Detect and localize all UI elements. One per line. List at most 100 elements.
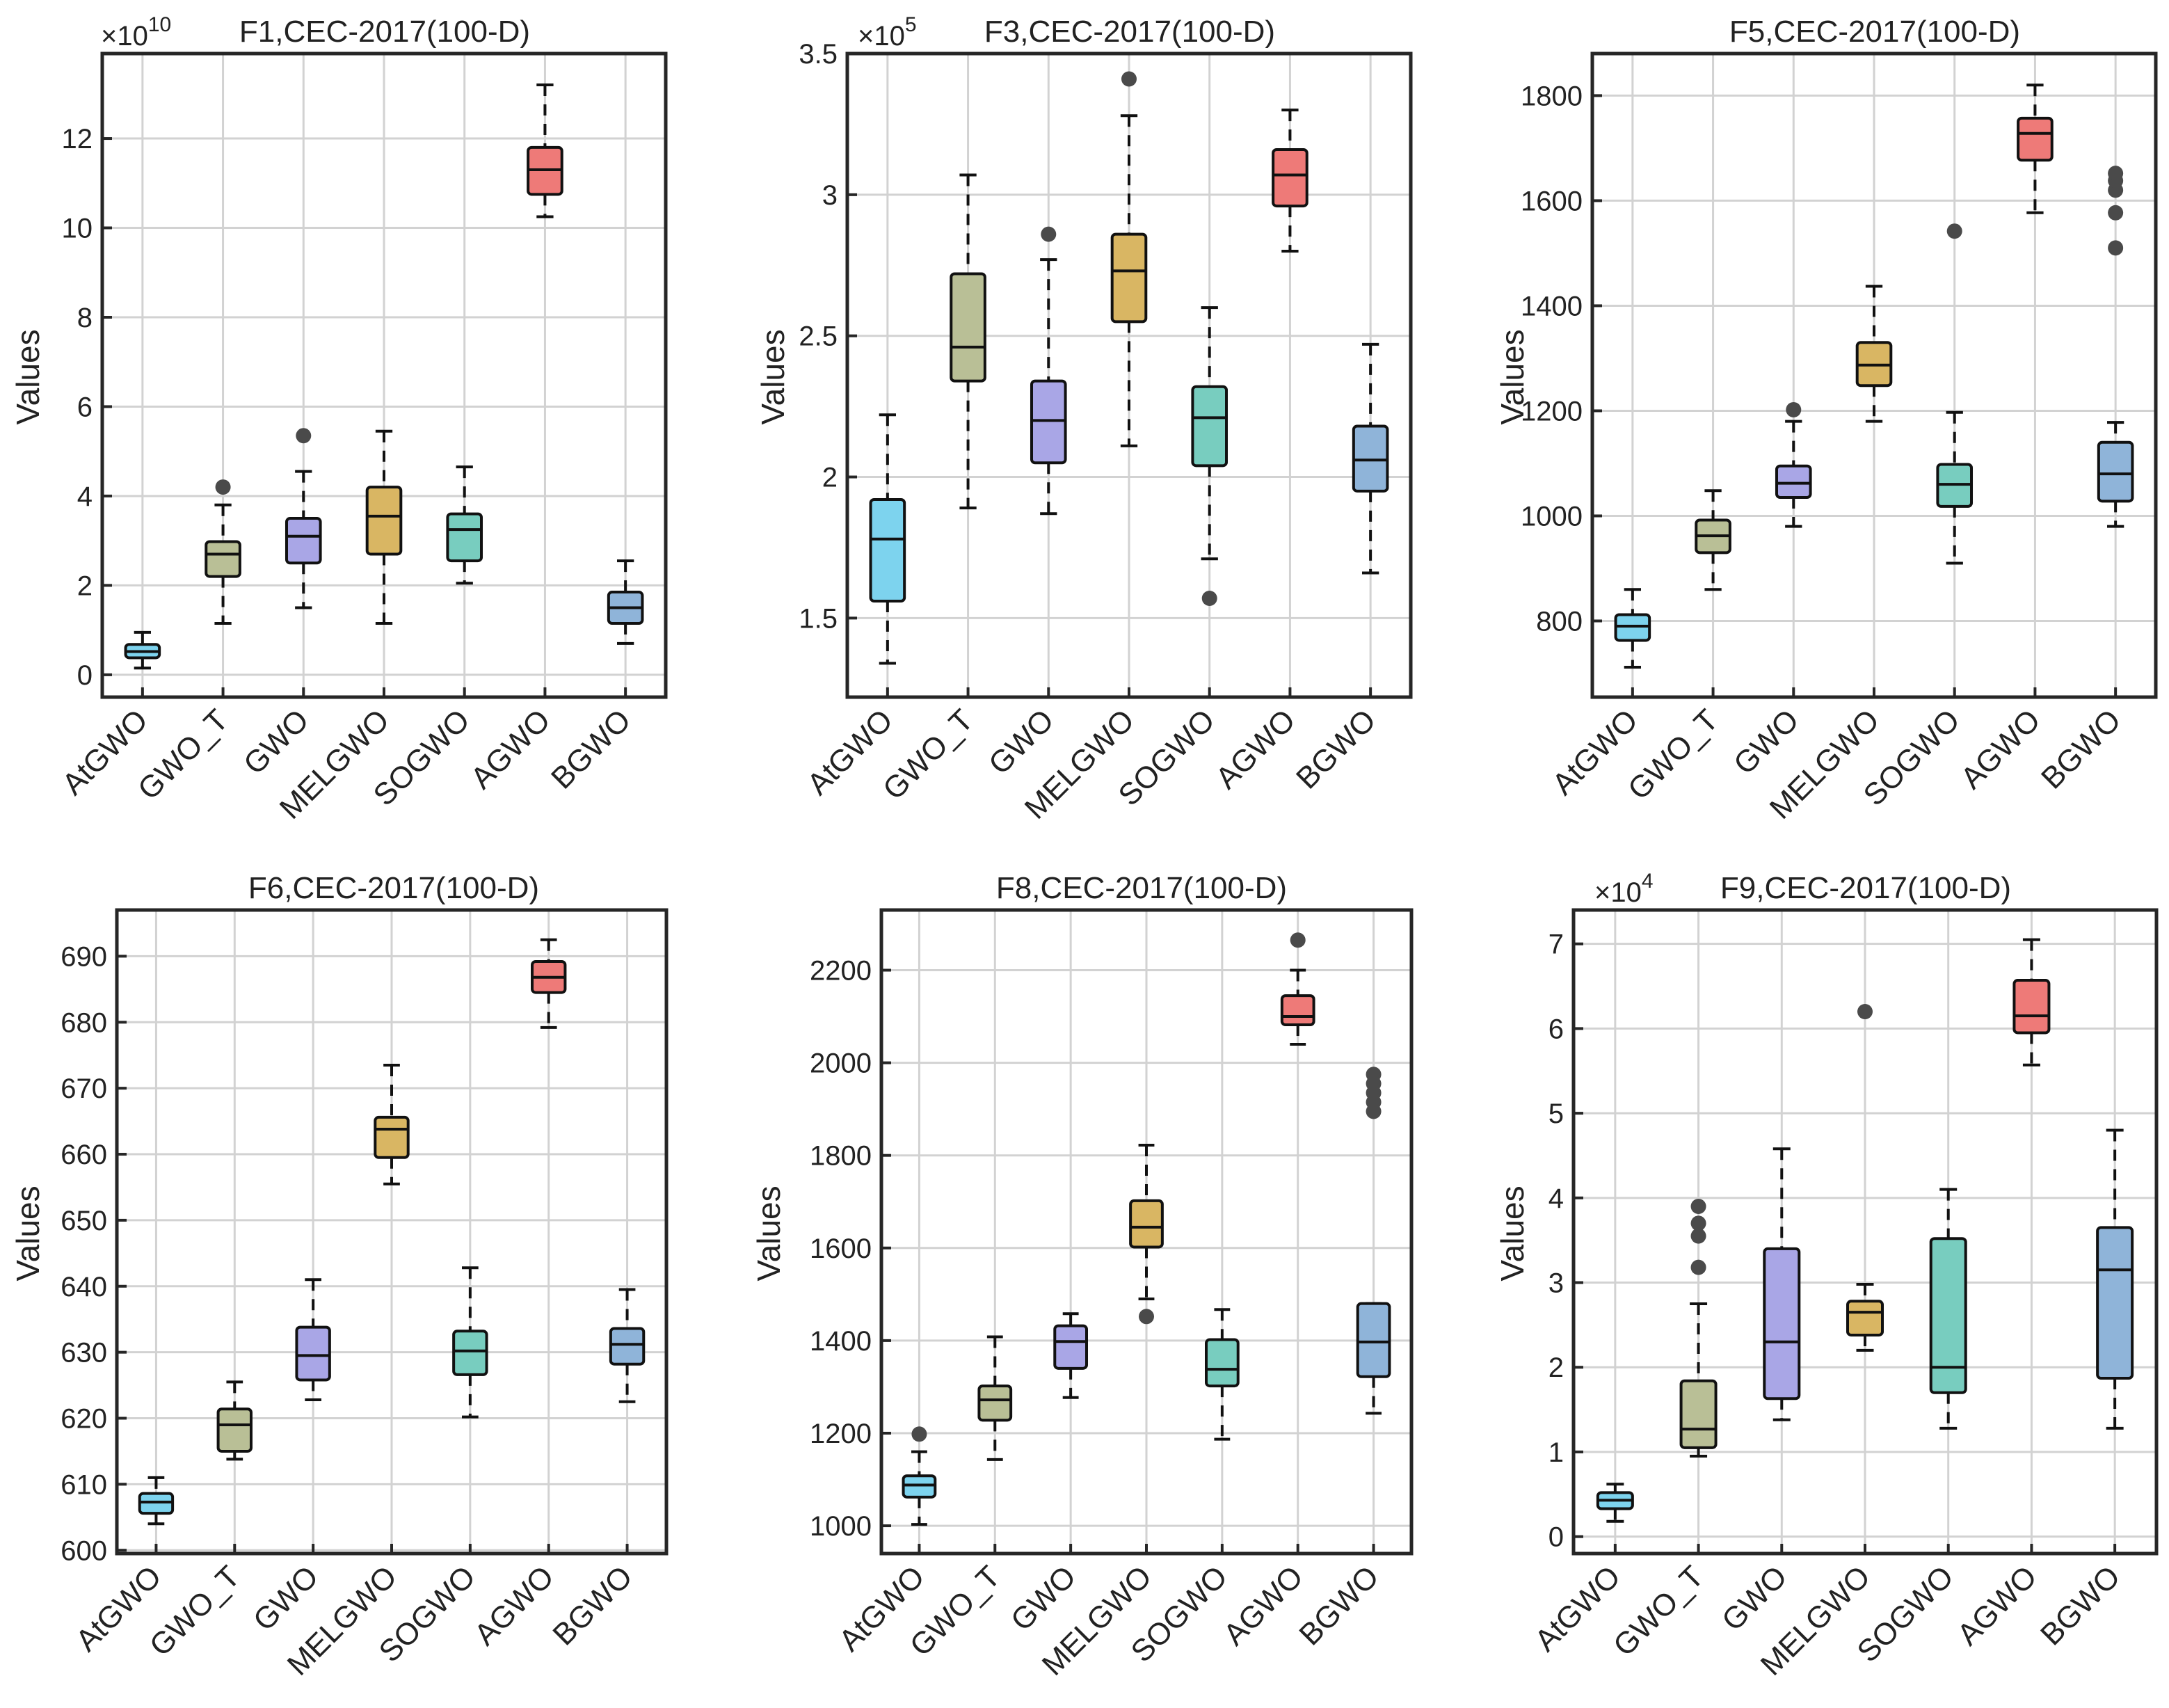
box-sogwo — [1929, 1188, 1967, 1430]
y-tick-label: 2.5 — [799, 321, 838, 352]
box-atgwo — [1614, 588, 1651, 669]
iqr-box — [1030, 379, 1067, 465]
y-tick-label: 2 — [77, 570, 93, 601]
box-gwo — [1030, 226, 1067, 516]
box-gwo-t — [1679, 1198, 1718, 1458]
panel-f3: F3,CEC-2017(100-D) ×105 Values 1.5 2 2.5 3 3… — [755, 13, 1413, 826]
outlier-point — [1690, 1215, 1706, 1231]
y-tick-label: 1200 — [810, 1419, 872, 1449]
iqr-box — [1352, 424, 1389, 493]
outlier-point — [911, 1426, 927, 1442]
y-tick-label: 1600 — [810, 1234, 872, 1264]
y-tick-label: 1000 — [1521, 501, 1583, 532]
outlier-point — [1201, 591, 1217, 607]
x-tick-label: BGWO — [546, 1559, 639, 1652]
plot-frame — [845, 51, 1413, 699]
outlier-point — [1690, 1228, 1706, 1244]
plot-marks — [869, 71, 1389, 665]
iqr-box — [1053, 1324, 1089, 1370]
box-sogwo — [452, 1266, 488, 1419]
y-axis-label: Values — [1494, 1186, 1530, 1281]
multiplier-label: ×105 — [858, 13, 917, 51]
outlier-point — [1857, 1004, 1873, 1020]
y-tick-label: 1 — [1548, 1437, 1564, 1468]
box-agwo — [1280, 932, 1315, 1046]
y-tick-label: 660 — [61, 1140, 107, 1170]
box-agwo — [531, 938, 567, 1029]
y-tick-label: 1600 — [1521, 186, 1583, 216]
y-axis-label: Values — [10, 329, 46, 424]
y-tick-label: 4 — [77, 481, 93, 512]
iqr-box — [1110, 232, 1148, 324]
x-tick-label: GWO — [1727, 703, 1805, 781]
y-tick-label: 3 — [822, 180, 838, 211]
box-bgwo — [1356, 1067, 1391, 1415]
iqr-box — [1763, 1247, 1801, 1400]
y-ticks: 600 610 620 630 640 650 660 670 680 690 — [61, 941, 127, 1566]
y-axis-label: Values — [751, 1186, 787, 1281]
outlier-point — [1690, 1198, 1706, 1214]
box-bgwo — [609, 1288, 646, 1403]
box-atgwo — [138, 1476, 175, 1526]
y-tick-label: 600 — [61, 1535, 107, 1566]
iqr-box — [1679, 1379, 1718, 1449]
plot-frame — [1590, 51, 2158, 699]
x-tick-label: GWO — [1715, 1559, 1793, 1637]
outlier-point — [1121, 71, 1137, 87]
outlier-point — [2108, 205, 2124, 221]
plot-frame — [100, 51, 668, 699]
box-agwo — [1272, 109, 1308, 253]
x-tick-label: GWO_T — [877, 703, 980, 806]
iqr-box — [2017, 116, 2054, 162]
box-bgwo — [2096, 1128, 2134, 1430]
iqr-box — [216, 1407, 253, 1453]
x-tick-label: GWO — [982, 703, 1060, 781]
x-tick-label: BGWO — [545, 703, 637, 795]
y-tick-label: 10 — [62, 214, 93, 244]
y-axis-label: Values — [1494, 329, 1530, 424]
x-tick-label: GWO_T — [131, 703, 235, 806]
y-tick-label: 1200 — [1521, 396, 1583, 426]
box-bgwo — [2097, 166, 2134, 528]
outlier-point — [215, 479, 231, 495]
y-tick-label: 2000 — [810, 1048, 872, 1079]
multiplier-base: ×10 — [858, 21, 905, 51]
iqr-box — [1272, 147, 1308, 208]
iqr-box — [285, 517, 322, 565]
box-atgwo — [124, 630, 161, 670]
y-tick-label: 12 — [62, 124, 93, 154]
outlier-point — [1041, 226, 1057, 242]
box-melgwo — [1855, 285, 1893, 423]
iqr-box — [977, 1384, 1013, 1422]
y-tick-label: 7 — [1548, 929, 1564, 960]
y-tick-label: 630 — [61, 1338, 107, 1368]
y-tick-label: 0 — [1548, 1522, 1564, 1553]
x-tick-label: AGWO — [1217, 1559, 1310, 1652]
y-tick-label: 0 — [77, 660, 93, 691]
box-melgwo — [374, 1063, 410, 1186]
multiplier-base: ×10 — [101, 21, 148, 51]
box-melgwo — [365, 429, 403, 625]
multiplier-label: ×1010 — [101, 13, 171, 51]
box-gwo-t — [205, 479, 241, 625]
x-tick-label: GWO — [237, 703, 315, 781]
box-gwo — [1763, 1147, 1801, 1421]
box-sogwo — [1204, 1308, 1240, 1441]
plot-frame — [1571, 908, 2159, 1556]
outlier-point — [1946, 223, 1962, 239]
box-atgwo — [869, 413, 906, 665]
box-sogwo — [1191, 306, 1228, 607]
y-tick-label: 680 — [61, 1007, 107, 1038]
box-gwo — [1053, 1312, 1089, 1399]
iqr-box — [1775, 464, 1812, 500]
outlier-point — [2108, 240, 2124, 256]
iqr-box — [2012, 979, 2051, 1035]
y-ticks: 0 1 2 3 4 5 6 7 — [1548, 929, 1583, 1553]
y-tick-label: 640 — [61, 1272, 107, 1302]
y-tick-label: 3 — [1548, 1268, 1564, 1299]
x-tick-label: AGWO — [1209, 703, 1302, 795]
iqr-box — [452, 1330, 488, 1376]
plot-frame — [879, 908, 1414, 1556]
